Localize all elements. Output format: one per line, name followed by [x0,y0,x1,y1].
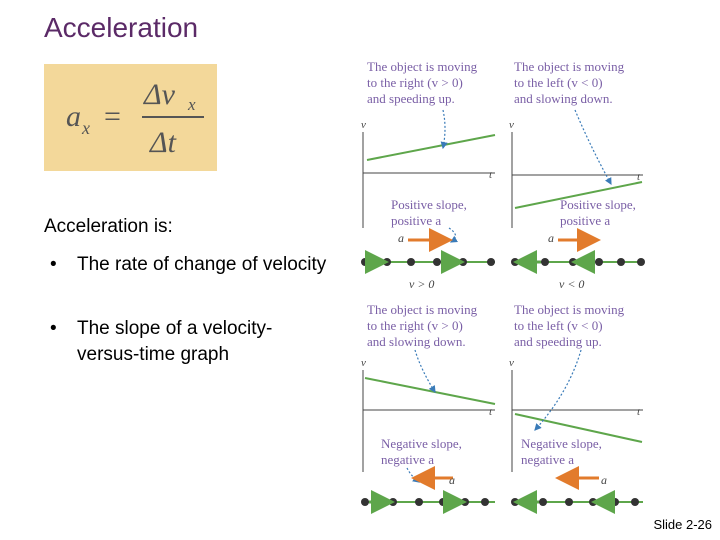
formula-numerator-sub: x [187,95,196,114]
bullet-marker: • [50,254,57,275]
axis-label-t: t [489,406,493,418]
axis-label-t: t [489,169,493,181]
motion-diagram-left: v < 0 [511,250,645,291]
intro-text: Acceleration is: [44,216,173,237]
caption-line: The object is moving [514,302,625,317]
formula-lhs-sub: x [81,118,90,138]
formula-numerator: Δv [143,78,176,111]
bullet-text: The slope of a velocity-versus-time grap… [77,318,273,365]
motion-diagram-right-bottom [361,490,495,514]
caption-line: and speeding up. [367,91,455,106]
accel-label: a [601,473,607,487]
caption-line: to the right (v > 0) [367,75,463,90]
caption-line: The object is moving [367,59,478,74]
caption-line: to the left (v < 0) [514,318,603,333]
caption-line: The object is moving [367,302,478,317]
axis-label-t: t [637,406,641,418]
slope-label: positive a [560,213,610,228]
motion-diagram-right: v > 0 [361,250,495,291]
axis-label-v: v [509,357,514,369]
axis-label-v: v [509,119,514,131]
accel-label: a [548,231,554,245]
panel-bottom-left: The object is moving to the right (v > 0… [361,302,496,490]
accel-label: a [449,473,455,487]
caption-line: to the right (v > 0) [367,318,463,333]
velocity-time-figure: The object is moving to the right (v > 0… [361,59,645,514]
velocity-line [366,134,496,161]
slope-label: Positive slope, [391,197,467,212]
velocity-line [514,413,643,443]
velocity-line [514,181,643,209]
panel-top-right: The object is moving to the left (v < 0)… [509,59,643,252]
formula-lhs: a [66,100,81,133]
axis-label-v: v [361,119,366,131]
axis-label-v: v [361,357,366,369]
caption-line: and slowing down. [367,334,466,349]
slope-label: Negative slope, [521,436,602,451]
slope-label: negative a [381,452,434,467]
caption-line: to the left (v < 0) [514,75,603,90]
slide-title: Acceleration [44,12,199,43]
panel-bottom-right: The object is moving to the left (v < 0)… [509,302,643,490]
panel-top-left: The object is moving to the right (v > 0… [361,59,496,252]
axis-label-t: t [637,171,641,183]
caption-line: and speeding up. [514,334,602,349]
caption-line: and slowing down. [514,91,613,106]
slope-label: positive a [391,213,441,228]
acceleration-formula: a x = Δv x Δt [44,64,217,171]
velocity-line [364,377,496,405]
accel-label: a [398,231,404,245]
slope-label: negative a [521,452,574,467]
slope-label: Negative slope, [381,436,462,451]
slope-label: Positive slope, [560,197,636,212]
formula-denominator: Δt [149,126,177,159]
caption-line: The object is moving [514,59,625,74]
bullet-marker: • [50,318,57,339]
slide-number: Slide 2-26 [653,517,712,532]
bullet-text: The rate of change of velocity [77,254,327,275]
velocity-label: v > 0 [409,277,434,291]
velocity-label: v < 0 [559,277,584,291]
formula-graphic: a x = Δv x Δt [66,78,204,159]
motion-diagram-left-bottom [511,490,643,514]
formula-equals: = [104,100,121,133]
